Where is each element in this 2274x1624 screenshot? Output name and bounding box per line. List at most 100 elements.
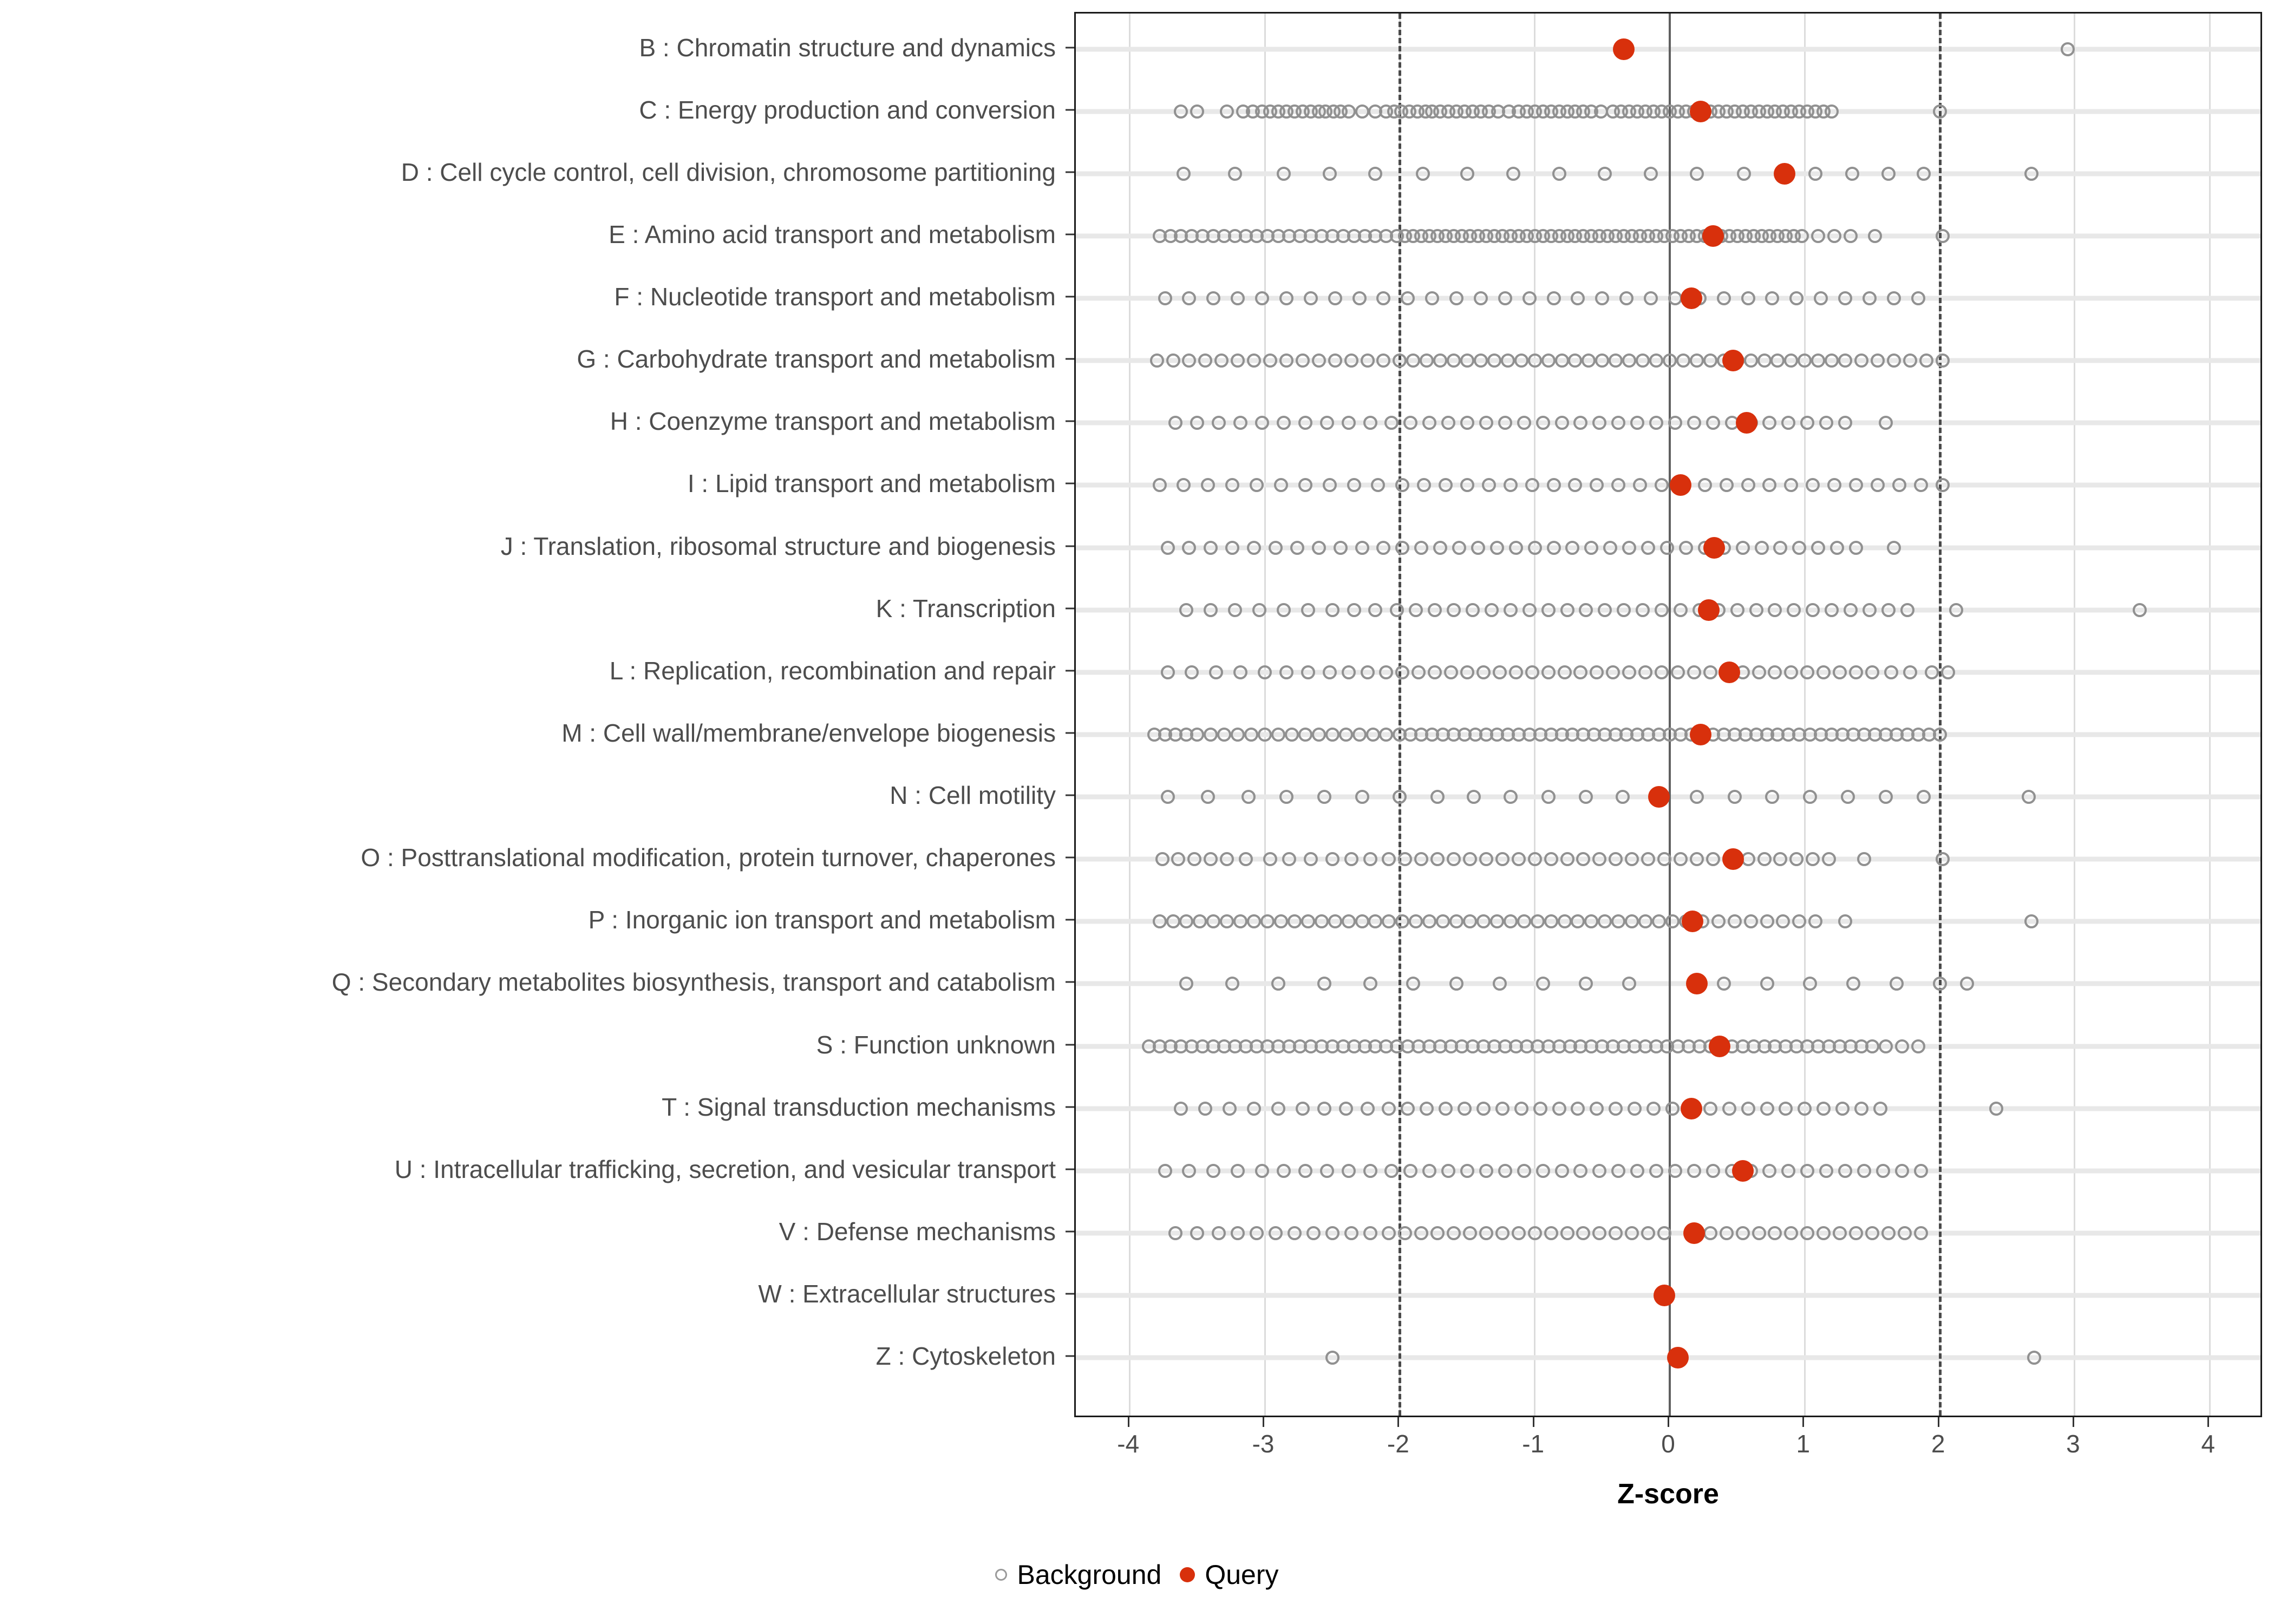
query-point[interactable] xyxy=(1683,1222,1705,1244)
query-point[interactable] xyxy=(1682,911,1704,933)
background-point xyxy=(1355,914,1369,929)
background-point xyxy=(1463,852,1477,867)
background-point xyxy=(1622,353,1637,368)
background-point xyxy=(1838,291,1853,306)
background-point xyxy=(1806,478,1820,493)
background-point xyxy=(1935,353,1950,368)
background-point xyxy=(1325,727,1339,742)
background-point xyxy=(1276,1163,1291,1178)
background-point xyxy=(1317,977,1331,991)
background-point xyxy=(1166,353,1180,368)
query-point[interactable] xyxy=(1773,162,1795,185)
background-point xyxy=(2024,166,2039,181)
background-point xyxy=(1673,852,1688,867)
y-axis-tick-mark xyxy=(1066,171,1074,173)
x-axis: -4 -3 -2 -1 0 1 2 3 4 xyxy=(1074,1417,2262,1493)
legend-entry-query[interactable]: Query xyxy=(1180,1559,1279,1590)
background-point xyxy=(1841,790,1855,804)
background-point xyxy=(1535,1163,1550,1178)
background-point xyxy=(1463,1226,1477,1240)
query-point[interactable] xyxy=(1722,350,1744,372)
background-point xyxy=(1185,665,1199,679)
background-point xyxy=(1420,353,1434,368)
background-point xyxy=(1846,977,1861,991)
background-point xyxy=(1460,166,1475,181)
background-point xyxy=(1471,540,1485,555)
background-point xyxy=(1611,1163,1626,1178)
background-point xyxy=(1352,291,1367,306)
background-point xyxy=(1716,977,1731,991)
background-point xyxy=(1935,478,1950,493)
background-point xyxy=(1492,665,1507,679)
query-point[interactable] xyxy=(1680,1097,1702,1119)
query-point[interactable] xyxy=(1736,412,1758,434)
threshold-line-2 xyxy=(1938,14,1942,1416)
background-point xyxy=(1768,603,1782,617)
background-point xyxy=(1576,1226,1591,1240)
background-point xyxy=(1849,665,1864,679)
background-point xyxy=(1657,852,1672,867)
query-point[interactable] xyxy=(1702,225,1724,247)
background-point xyxy=(1508,540,1523,555)
background-point xyxy=(1303,291,1318,306)
query-point[interactable] xyxy=(1613,38,1635,60)
legend-entry-background[interactable]: Background xyxy=(995,1559,1161,1590)
background-point xyxy=(1233,416,1248,430)
query-point[interactable] xyxy=(1722,848,1744,870)
y-axis-tick-label: G : Carbohydrate transport and metabolis… xyxy=(577,345,1056,374)
legend-label: Background xyxy=(1017,1560,1162,1590)
background-point xyxy=(1554,353,1569,368)
background-point xyxy=(1481,478,1496,493)
background-point xyxy=(1247,1101,1262,1116)
background-point xyxy=(1800,1226,1815,1240)
background-point xyxy=(1460,665,1475,679)
background-point xyxy=(1760,1101,1774,1116)
background-point xyxy=(1271,977,1285,991)
background-point xyxy=(1838,1163,1853,1178)
background-point xyxy=(1535,416,1550,430)
query-point[interactable] xyxy=(1690,723,1712,745)
background-point xyxy=(1463,914,1477,929)
background-point xyxy=(1800,416,1815,430)
query-point[interactable] xyxy=(1667,1347,1689,1369)
background-point xyxy=(1565,540,1580,555)
query-point[interactable] xyxy=(1669,474,1691,496)
y-axis-tick-label: U : Intracellular trafficking, secretion… xyxy=(394,1155,1056,1183)
background-point xyxy=(1678,540,1693,555)
background-point xyxy=(1897,1226,1912,1240)
y-axis-tick-label: E : Amino acid transport and metabolism xyxy=(609,220,1056,248)
background-point xyxy=(1447,353,1461,368)
background-point xyxy=(1590,1101,1604,1116)
query-point[interactable] xyxy=(1709,1035,1731,1057)
background-point xyxy=(1489,540,1504,555)
background-point xyxy=(1649,353,1664,368)
background-point xyxy=(1870,353,1885,368)
background-point xyxy=(1182,353,1197,368)
background-point xyxy=(1811,540,1826,555)
background-point xyxy=(1822,852,1837,867)
background-point xyxy=(1368,603,1383,617)
query-point[interactable] xyxy=(1718,661,1740,683)
background-point xyxy=(1646,1101,1661,1116)
query-point[interactable] xyxy=(1703,536,1726,559)
query-point[interactable] xyxy=(1690,100,1712,122)
query-point[interactable] xyxy=(1648,786,1670,808)
background-point xyxy=(1276,603,1291,617)
background-point xyxy=(1174,104,1188,119)
query-point[interactable] xyxy=(1731,1160,1754,1182)
query-point[interactable] xyxy=(1698,599,1720,621)
background-point xyxy=(1703,665,1717,679)
background-point xyxy=(1598,603,1612,617)
background-point xyxy=(1595,291,1610,306)
query-point[interactable] xyxy=(1685,973,1708,995)
background-point xyxy=(1655,665,1669,679)
query-point[interactable] xyxy=(1680,287,1702,310)
background-point xyxy=(1452,540,1467,555)
background-point xyxy=(1838,914,1853,929)
background-point xyxy=(1255,291,1270,306)
query-point[interactable] xyxy=(1654,1285,1676,1306)
background-point xyxy=(1838,416,1853,430)
background-point xyxy=(1849,540,1864,555)
background-point xyxy=(1525,665,1539,679)
background-point xyxy=(1641,852,1656,867)
